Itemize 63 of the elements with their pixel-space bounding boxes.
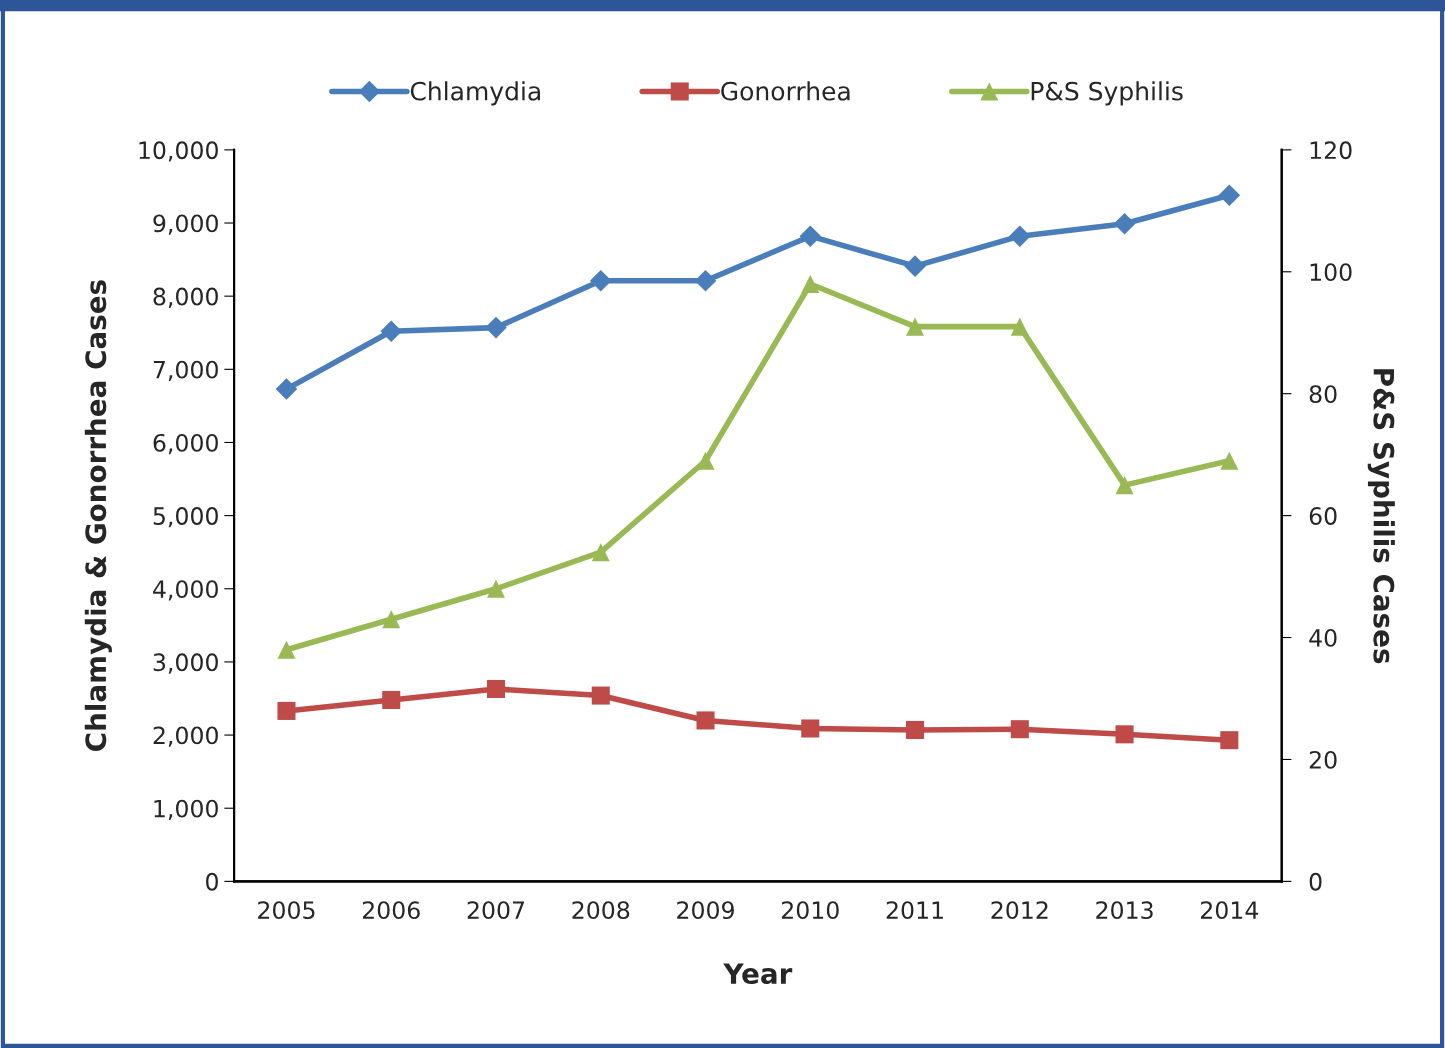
y-axis-title: Chlamydia & Gonorrhea Cases — [84, 280, 112, 751]
y-tick-label: 9,000 — [153, 214, 218, 235]
x-tick-label: 2013 — [1096, 901, 1153, 920]
y-tick-label: 10,000 — [139, 141, 218, 162]
point — [589, 270, 612, 292]
point — [485, 316, 507, 339]
y2-tick-label: 80 — [1309, 385, 1337, 403]
legend-label: Gonorrhea — [721, 81, 850, 101]
point — [801, 274, 820, 293]
y-tick-label: 6,000 — [153, 433, 218, 455]
x-tick-label: 2008 — [572, 901, 630, 920]
point — [1115, 725, 1134, 744]
point — [904, 255, 926, 277]
point — [1218, 184, 1241, 207]
y2-tick-label: 20 — [1309, 750, 1337, 769]
x-tick-label: 2006 — [362, 901, 420, 920]
point — [1009, 225, 1031, 247]
y2-tick-label: 60 — [1309, 507, 1337, 525]
legend-label: P&S Syphilis — [1031, 81, 1183, 106]
point — [1113, 212, 1136, 235]
point — [591, 543, 610, 562]
point — [591, 686, 610, 705]
y-tick-label: 8,000 — [153, 287, 218, 308]
y-tick-label: 1,000 — [154, 799, 218, 820]
x-tick-label: 2014 — [1201, 901, 1259, 920]
x-tick-label: 2012 — [991, 901, 1048, 920]
point — [801, 719, 820, 738]
x-tick-label: 2009 — [677, 901, 734, 920]
y-tick-label: 4,000 — [153, 580, 218, 601]
point — [694, 270, 717, 292]
point — [382, 610, 401, 629]
point — [1115, 476, 1134, 495]
x-axis-title: Year — [723, 963, 793, 985]
x-tick-label: 2005 — [258, 901, 315, 920]
y-tick-label: 7,000 — [153, 360, 218, 382]
point — [1220, 451, 1239, 470]
y2-tick-label: 100 — [1310, 263, 1352, 282]
y-tick-label: 3,000 — [153, 653, 218, 674]
x-tick-label: 2011 — [886, 901, 943, 920]
y-tick-label: 0 — [206, 872, 218, 891]
legend-label: Chlamydia — [410, 81, 540, 106]
point — [275, 378, 298, 400]
x-tick-label: 2007 — [467, 901, 525, 920]
point — [696, 711, 715, 730]
point — [486, 679, 506, 699]
y-tick-label: 2,000 — [153, 726, 218, 747]
y2-tick-label: 40 — [1309, 628, 1337, 647]
point — [277, 640, 296, 659]
point — [277, 701, 296, 720]
point — [906, 720, 925, 739]
point — [486, 579, 506, 598]
y2-tick-label: 120 — [1310, 141, 1352, 160]
point — [906, 317, 925, 336]
y2-axis-title: P&S Syphilis Cases — [1367, 369, 1395, 664]
point — [1010, 720, 1029, 739]
point — [799, 225, 822, 247]
y2-tick-label: 0 — [1309, 872, 1322, 891]
point — [1010, 317, 1029, 336]
x-tick-label: 2010 — [781, 901, 839, 920]
point — [1220, 731, 1239, 750]
point — [382, 690, 401, 709]
point — [380, 320, 403, 343]
y-tick-label: 5,000 — [153, 507, 218, 528]
